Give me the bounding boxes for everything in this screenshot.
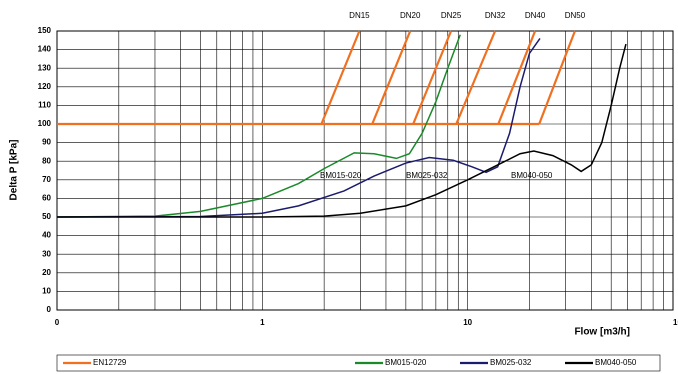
series-line	[56, 38, 541, 218]
curve-label: BM040-050	[511, 171, 553, 180]
curve-label: BM025-032	[406, 171, 448, 180]
y-tick-label: 110	[38, 101, 51, 110]
y-tick-label: 90	[42, 138, 51, 147]
curve-label: BM015-020	[320, 171, 362, 180]
x-axis-label: Flow [m3/h]	[574, 327, 630, 338]
legend-label: BM025-032	[490, 358, 532, 367]
y-tick-label: 20	[42, 268, 51, 277]
legend-label: BM015-020	[385, 358, 427, 367]
y-tick-label: 130	[38, 63, 52, 72]
y-tick-label: 40	[42, 231, 51, 240]
dn-label: DN50	[565, 11, 586, 20]
plot-frame	[56, 30, 674, 311]
series-line	[56, 34, 461, 218]
x-tick-label: 10	[463, 318, 472, 327]
legend-box	[56, 354, 661, 372]
y-axis-label: Delta P [kPa]	[9, 140, 20, 201]
y-tick-label: 80	[42, 156, 51, 165]
y-tick-label: 100	[38, 119, 52, 128]
dn-label: DN25	[441, 11, 462, 20]
series-line	[57, 30, 576, 126]
y-tick-label: 60	[42, 194, 51, 203]
x-tick-label: 1	[260, 318, 265, 327]
x-tick-label: 100	[673, 318, 678, 327]
dn-label: DN40	[525, 11, 546, 20]
legend-label: BM040-050	[595, 358, 637, 367]
legend-label: EN12729	[93, 358, 127, 367]
series-line	[57, 43, 627, 218]
dn-label: DN15	[349, 11, 370, 20]
y-tick-label: 140	[38, 45, 52, 54]
x-tick-label: 0	[55, 318, 60, 327]
y-tick-label: 70	[42, 175, 51, 184]
dn-label: DN20	[400, 11, 421, 20]
y-tick-label: 0	[47, 305, 52, 314]
y-tick-label: 150	[38, 26, 52, 35]
y-tick-label: 30	[42, 249, 51, 258]
y-tick-label: 50	[42, 212, 51, 221]
y-tick-label: 10	[42, 287, 51, 296]
dn-label: DN32	[485, 11, 506, 20]
y-tick-label: 120	[38, 82, 52, 91]
